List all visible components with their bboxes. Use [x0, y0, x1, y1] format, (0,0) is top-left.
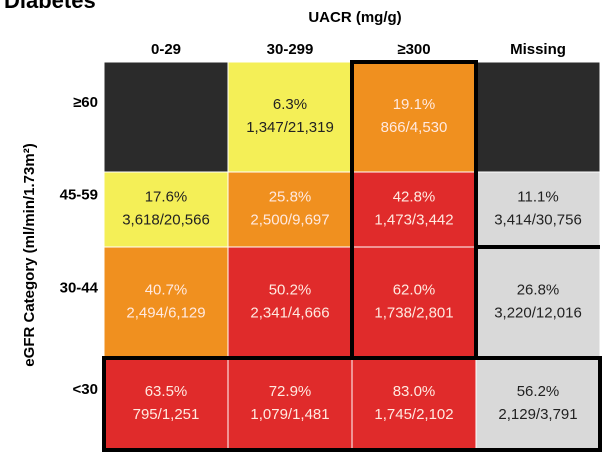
- column-label: Missing: [510, 41, 566, 58]
- cell-percent: 26.8%: [517, 281, 560, 298]
- cell-count: 2,494/6,129: [126, 304, 205, 321]
- row-label: 45-59: [60, 186, 98, 203]
- x-axis-title: UACR (mg/g): [308, 9, 401, 26]
- title: Diabetes: [4, 0, 96, 13]
- cell-percent: 62.0%: [393, 281, 436, 298]
- cell: [351, 246, 477, 359]
- cell-count: 1,473/3,442: [374, 211, 453, 228]
- cell-percent: 63.5%: [145, 383, 188, 400]
- column-label: 0-29: [151, 41, 181, 58]
- row-label: 30-44: [60, 279, 99, 296]
- row-label: ≥60: [73, 94, 98, 111]
- cell-count: 3,220/12,016: [494, 304, 582, 321]
- cell-percent: 17.6%: [145, 188, 188, 205]
- cell: [351, 171, 477, 248]
- cell-percent: 42.8%: [393, 188, 436, 205]
- cell: [227, 357, 353, 451]
- cell-count: 2,500/9,697: [250, 211, 329, 228]
- cell-count: 866/4,530: [381, 119, 448, 136]
- cell-count: 3,618/20,566: [122, 211, 210, 228]
- grid: 0-29 30-299 ≥300 Missing ≥60 6.3% 1,347/21,319…: [60, 41, 602, 452]
- cell-percent: 83.0%: [393, 383, 436, 400]
- cell-count: 1,347/21,319: [246, 119, 334, 136]
- cell: [475, 246, 601, 359]
- cell: [227, 246, 353, 359]
- cell: [475, 357, 601, 451]
- cell-count: 3,414/30,756: [494, 211, 582, 228]
- cell: [103, 61, 229, 173]
- cell: [103, 246, 229, 359]
- cell: [227, 61, 353, 173]
- cell-percent: 40.7%: [145, 281, 188, 298]
- cell: [351, 357, 477, 451]
- highlight-border: [102, 356, 602, 452]
- cell-count: 795/1,251: [133, 406, 200, 423]
- cell-count: 1,745/2,102: [374, 406, 453, 423]
- y-axis-title: eGFR Category (ml/min/1.73m²): [21, 143, 38, 366]
- cell: [103, 171, 229, 248]
- cell: [103, 357, 229, 451]
- row-label: <30: [73, 381, 98, 398]
- cell-percent: 11.1%: [517, 188, 558, 205]
- cell-percent: 72.9%: [269, 383, 312, 400]
- cell-percent: 25.8%: [269, 188, 312, 205]
- cell-count: 2,129/3,791: [498, 406, 577, 423]
- cell: [475, 171, 601, 248]
- cell-percent: 56.2%: [517, 383, 560, 400]
- cell-count: 2,341/4,666: [250, 304, 329, 321]
- column-label: ≥300: [397, 41, 430, 58]
- cell: [227, 171, 353, 248]
- cell: [475, 61, 601, 173]
- cell-percent: 50.2%: [269, 281, 312, 298]
- cell-count: 1,079/1,481: [250, 406, 329, 423]
- column-label: 30-299: [267, 41, 314, 58]
- cell-percent: 6.3%: [273, 96, 307, 113]
- cell-count: 1,738/2,801: [374, 304, 453, 321]
- cell-percent: 19.1%: [393, 96, 436, 113]
- cell: [351, 61, 477, 173]
